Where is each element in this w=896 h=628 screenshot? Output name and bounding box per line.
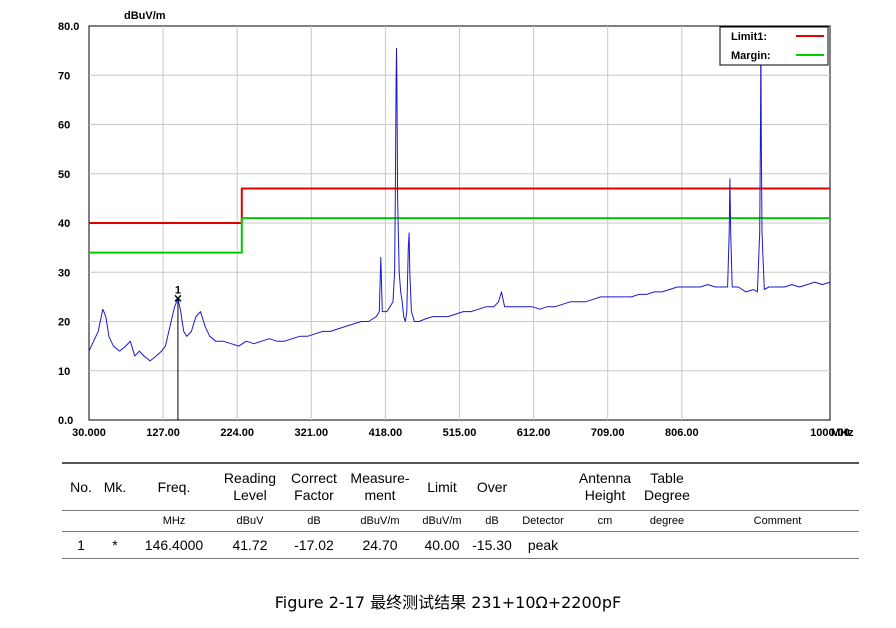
y-tick-label: 40 — [58, 218, 70, 230]
y-tick-label: 20 — [58, 317, 70, 329]
unit-over: dB — [470, 510, 514, 532]
x-tick-label: 806.00 — [665, 427, 699, 439]
y-tick-label: 10 — [58, 366, 70, 378]
col-measurement: Measure-ment — [346, 462, 414, 511]
unit-table-degree: degree — [638, 510, 696, 532]
marker-label: 1 — [175, 284, 181, 296]
x-tick-label: 127.00 — [146, 427, 180, 439]
col-no: No. — [62, 462, 100, 511]
legend-label-limit1: Limit1: — [731, 31, 767, 43]
unit-reading-level: dBuV — [218, 510, 282, 532]
cell-mk: * — [100, 531, 130, 559]
col-freq: Freq. — [130, 462, 218, 511]
legend-label-margin: Margin: — [731, 50, 771, 62]
col-over: Over — [470, 462, 514, 511]
legend-box — [719, 26, 829, 66]
col-limit: Limit — [414, 462, 470, 511]
marker-layer: 1 — [174, 284, 182, 420]
x-tick-labels: 30.000 127.00 224.00 321.00 418.00 515.00 612.… — [72, 427, 850, 439]
x-tick-label: 515.00 — [443, 427, 477, 439]
series-layer — [88, 25, 831, 362]
series-line-limit1 — [89, 187, 830, 224]
cell-table-degree — [638, 531, 696, 559]
y-tick-label: 60 — [58, 120, 70, 132]
cell-limit: 40.00 — [414, 531, 470, 559]
results-table: No. Mk. Freq. Reading Level Correct Fact… — [62, 462, 859, 559]
x-tick-label: 418.00 — [369, 427, 403, 439]
cell-comment — [696, 531, 859, 559]
unit-correct-factor: dB — [282, 510, 346, 532]
col-table-degree: Table Degree — [638, 462, 696, 511]
figure-caption: Figure 2-17 最终测试结果 231+10Ω+2200pF — [274, 593, 622, 612]
col-reading-level: Reading Level — [218, 462, 282, 511]
cell-antenna-height — [572, 531, 638, 559]
col-mk: Mk. — [100, 462, 130, 511]
series-line-measurement — [88, 25, 831, 362]
unit-limit: dBuV/m — [414, 510, 470, 532]
unit-freq: MHz — [130, 510, 218, 532]
cell-correct-factor: -17.02 — [282, 531, 346, 559]
unit-detector: Detector — [514, 510, 572, 532]
unit-no — [62, 510, 100, 532]
unit-mk — [100, 510, 130, 532]
grid-lines — [89, 26, 830, 420]
x-tick-label: 1000.00 — [810, 427, 850, 439]
emission-chart: 1 80.0 70 60 50 40 30 20 10 0.0 30.000 127.00 224.… — [58, 10, 854, 439]
x-axis-unit-label: MHz — [831, 427, 854, 439]
legend: Limit1: Margin: — [719, 26, 829, 66]
cell-reading-level: 41.72 — [218, 531, 282, 559]
unit-comment: Comment — [696, 510, 859, 532]
y-tick-label: 0.0 — [58, 415, 73, 427]
x-tick-label: 612.00 — [517, 427, 551, 439]
col-comment — [696, 462, 859, 511]
col-detector — [514, 462, 572, 511]
x-tick-label: 709.00 — [591, 427, 625, 439]
cell-freq: 146.4000 — [130, 531, 218, 559]
unit-measurement: dBuV/m — [346, 510, 414, 532]
y-tick-label: 30 — [58, 267, 70, 279]
y-tick-label: 70 — [58, 70, 70, 82]
x-tick-label: 30.000 — [72, 427, 106, 439]
y-tick-labels: 80.0 70 60 50 40 30 20 10 0.0 — [58, 21, 79, 427]
col-correct-factor: Correct Factor — [282, 462, 346, 511]
unit-antenna-height: cm — [572, 510, 638, 532]
y-tick-label: 50 — [58, 169, 70, 181]
y-tick-label: 80.0 — [58, 21, 79, 33]
cell-no: 1 — [62, 531, 100, 559]
series-line-margin — [89, 217, 830, 254]
x-tick-label: 224.00 — [220, 427, 254, 439]
x-tick-label: 321.00 — [294, 427, 328, 439]
cell-detector: peak — [514, 531, 572, 559]
cell-measurement: 24.70 — [346, 531, 414, 559]
col-antenna-height: Antenna Height — [572, 462, 638, 511]
marker-cross-icon — [174, 294, 182, 302]
y-axis-unit-label: dBuV/m — [124, 10, 166, 22]
table-row: 1 * 146.4000 41.72 -17.02 24.70 40.00 -1… — [62, 531, 859, 559]
cell-over: -15.30 — [470, 531, 514, 559]
